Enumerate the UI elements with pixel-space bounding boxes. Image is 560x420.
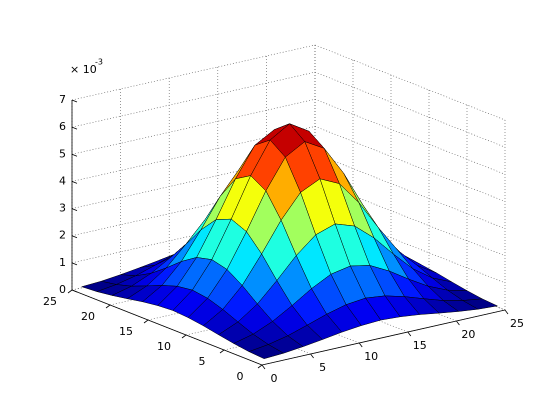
grid-line — [71, 71, 316, 128]
z-tick — [71, 99, 78, 103]
y-tick — [143, 319, 149, 324]
y-tick-label: 20 — [81, 310, 95, 323]
surface-patch — [248, 344, 284, 359]
x-tick-label: 0 — [271, 372, 278, 385]
y-tick — [67, 289, 73, 294]
z-multiplier-base: × 10 — [70, 63, 97, 76]
x-tick — [456, 320, 460, 326]
z-tick-label: 2 — [59, 229, 66, 242]
grid-line — [314, 180, 506, 256]
x-tick-label: 15 — [413, 339, 427, 352]
grid-line — [314, 99, 506, 175]
z-tick — [71, 126, 78, 130]
grid-line — [314, 153, 506, 229]
grid-line — [71, 44, 316, 101]
z-tick — [71, 181, 78, 184]
y-tick-label: 15 — [119, 325, 133, 338]
z-tick-label: 1 — [59, 256, 66, 269]
z-tick — [71, 289, 78, 293]
z-tick-label: 7 — [59, 93, 66, 106]
x-tick — [504, 309, 509, 315]
y-tick — [257, 364, 263, 369]
y-tick — [219, 349, 225, 354]
x-tick-label: 5 — [319, 361, 326, 374]
axis-box — [261, 309, 506, 366]
x-tick-label: 10 — [364, 350, 378, 363]
y-tick-label: 0 — [237, 370, 244, 383]
grid-line — [314, 207, 506, 284]
x-tick — [358, 342, 363, 348]
z-tick-label: 6 — [59, 120, 66, 133]
z-tick — [71, 153, 78, 157]
grid-line — [314, 44, 506, 121]
x-tick-label: 20 — [461, 328, 475, 341]
y-tick — [105, 304, 111, 309]
grid-line — [314, 126, 506, 202]
z-tick — [71, 262, 78, 266]
y-tick — [181, 334, 187, 339]
grid-line — [71, 98, 316, 155]
z-multiplier-exponent: -3 — [95, 58, 103, 67]
z-tick-label: 0 — [59, 283, 66, 296]
grid-line — [314, 71, 506, 148]
x-tick — [261, 364, 266, 370]
y-tick-label: 5 — [199, 355, 206, 368]
y-tick-label: 10 — [157, 340, 171, 353]
z-tick-label: 4 — [59, 174, 66, 187]
x-tick — [407, 331, 412, 337]
z-tick-label: 3 — [59, 202, 66, 215]
z-tick — [71, 208, 78, 211]
x-tick-label: 25 — [510, 317, 524, 330]
x-tick — [310, 353, 314, 359]
y-tick-label: 25 — [43, 295, 57, 308]
z-tick — [71, 235, 78, 239]
z-tick-label: 5 — [59, 147, 66, 160]
